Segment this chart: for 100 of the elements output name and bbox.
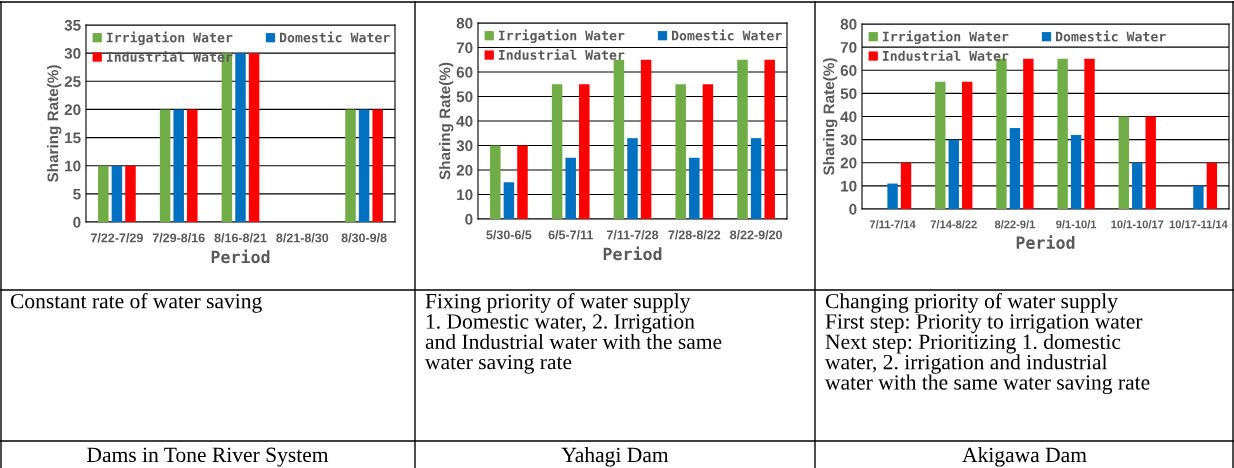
bar [1057,58,1068,209]
bar [358,109,370,222]
text: Fixing priority of water supply 1. Domestic water, 2. Irrigation and Industrial water with the same water saving rate [425,293,722,374]
bar [675,84,686,219]
bar [490,145,501,219]
y-axis-title: Sharing Rate(%) [823,58,838,176]
text: Yahagi Dam [561,447,669,467]
x-tick-label: 8/21-8/30 [276,233,329,243]
bar [900,162,912,209]
legend-label: Industrial Water [498,48,625,60]
bar [627,138,638,219]
text: Akigawa Dam [962,447,1087,467]
y-tick-label: 20 [840,157,857,169]
legend-label: Irrigation Water [882,30,1009,45]
legend-label: Irrigation Water [498,29,625,44]
x-tick-label: 5/30-6/5 [486,230,532,240]
y-tick-label: 10 [841,180,857,192]
y-tick-label: 70 [456,42,473,54]
text: Changing priority of water supply First step: Priority to irrigation water Next step: Prioritizing 1. domestic water, 2. irrigation and industrial water with the same water saving rate [825,293,1150,395]
x-tick-label: 7/28-8/22 [668,230,721,240]
y-tick-label: 50 [456,91,473,103]
y-tick-label: 80 [840,18,857,30]
x-tick-label: 7/29-8/16 [152,233,205,243]
y-tick-label: 35 [64,19,81,31]
x-tick-label: 6/5-7/11 [548,230,593,240]
legend-label: Domestic Water [671,29,782,41]
y-tick-label: 20 [456,164,473,176]
x-tick-label: 7/11-7/28 [606,230,659,240]
bar [764,59,775,219]
bar [1070,135,1082,209]
legend-label: Irrigation Water [106,31,233,46]
bar [702,84,714,219]
y-tick-label: 15 [65,132,81,144]
bar [565,157,576,219]
y-tick-label: 25 [64,76,81,87]
bar [613,59,625,219]
bar [235,53,246,222]
x-tick-label: 9/1-10/1 [1056,220,1097,229]
bar [372,109,383,222]
bar [1132,162,1143,209]
y-tick-label: 80 [456,17,473,29]
bar [579,84,590,219]
x-tick-label: 10/1-10/17 [1111,220,1164,229]
legend-label: Industrial Water [882,49,1009,61]
x-axis-title: Period [211,249,270,264]
y-tick-label: 10 [65,160,81,172]
bar [1206,162,1218,209]
legend-label: Domestic Water [1055,30,1166,42]
bar [750,138,762,219]
y-tick-label: 30 [840,134,857,146]
bar [1084,58,1095,209]
bar [125,165,136,222]
y-tick-label: 60 [840,65,857,76]
text: Constant rate of water saving [10,293,262,313]
x-tick-label: 8/22-9/1 [994,220,1035,229]
bar [935,81,946,209]
y-tick-label: 60 [456,66,473,78]
bar [551,84,563,219]
x-tick-label: 8/16-8/21 [214,233,267,243]
bar [173,109,184,222]
y-tick-label: 40 [456,115,473,127]
bar [111,165,123,222]
y-tick-label: 20 [64,104,81,116]
x-axis-title: Period [603,246,662,261]
text: Dams in Tone River System [87,447,329,467]
x-tick-label: 7/14-8/22 [930,220,977,229]
bar [1118,116,1129,209]
y-tick-label: 0 [73,216,81,228]
bar [737,59,748,219]
x-tick-label: 8/30-9/8 [341,233,387,243]
bar [1193,185,1204,209]
bar [962,81,973,209]
bar [887,183,898,209]
bar [345,109,356,222]
y-tick-label: 0 [849,203,857,215]
bar [689,157,700,219]
y-tick-label: 70 [840,41,857,53]
y-tick-label: 5 [73,188,81,200]
y-tick-label: 10 [457,189,473,201]
bar [1145,116,1156,209]
y-tick-label: 30 [64,48,81,59]
x-tick-label: 7/11-7/14 [869,220,916,229]
bar [248,53,260,222]
bar [187,109,198,222]
y-tick-label: 40 [840,111,857,123]
bar [1009,128,1021,209]
y-tick-label: 30 [456,140,473,152]
y-tick-label: 0 [465,213,473,225]
x-tick-label: 7/22-7/29 [91,233,143,243]
y-axis-title: Sharing Rate(%) [439,62,454,180]
y-axis-title: Sharing Rate(%) [47,65,62,183]
bar [517,145,528,219]
bar [948,139,959,209]
x-axis-title: Period [1016,235,1075,249]
bar [1023,58,1034,209]
bar [503,182,515,219]
legend-label: Domestic Water [279,31,390,43]
bar [159,109,171,222]
y-tick-label: 50 [840,88,857,100]
x-tick-label: 10/17-11/14 [1169,220,1228,229]
